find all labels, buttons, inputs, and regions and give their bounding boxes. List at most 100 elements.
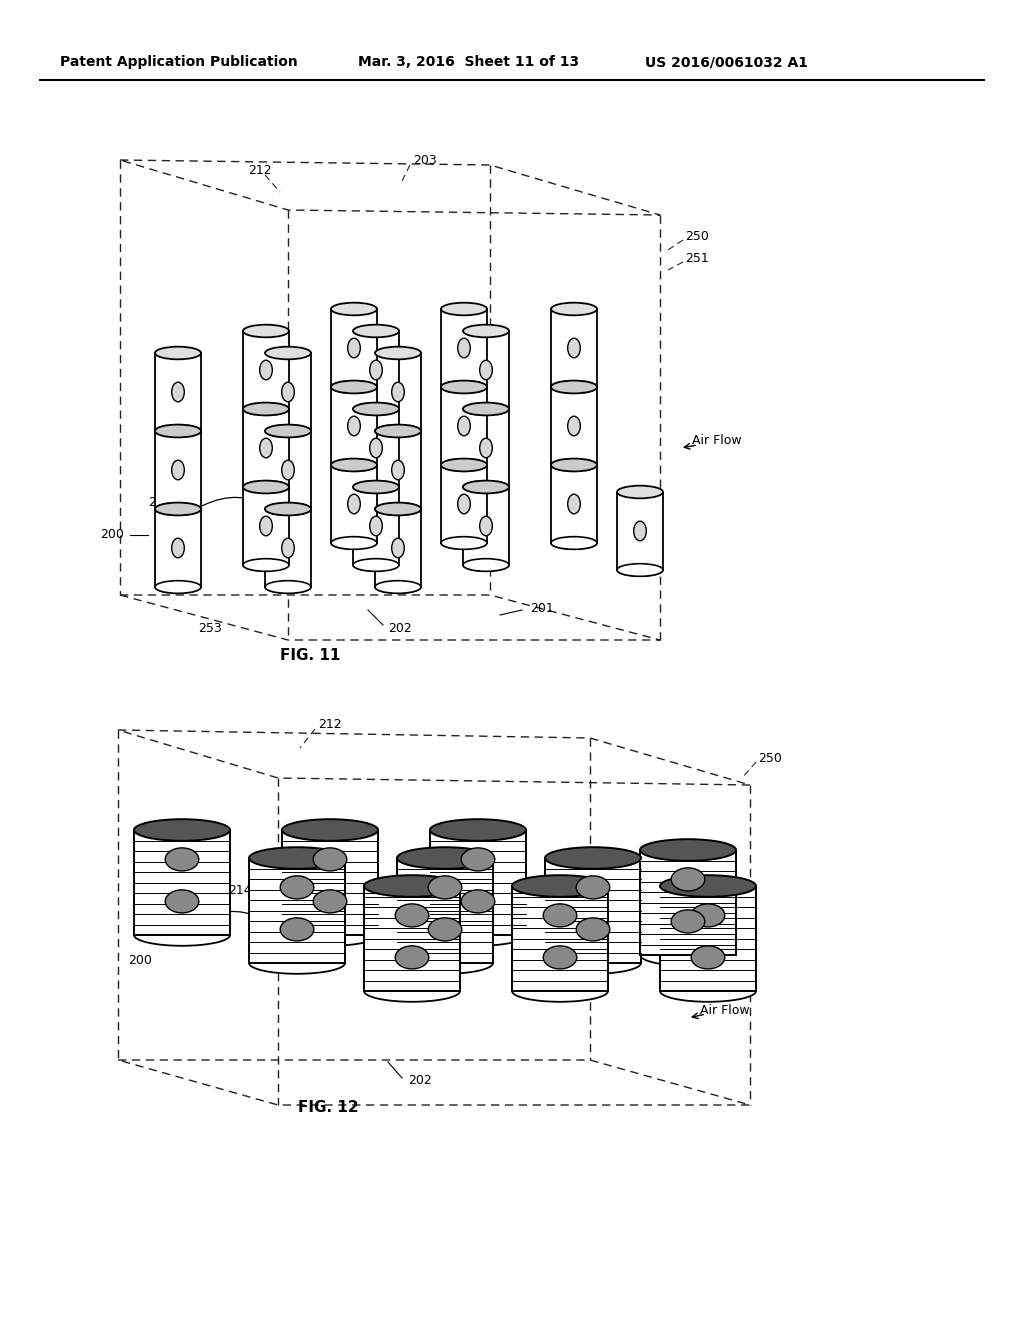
Ellipse shape (353, 403, 399, 416)
Bar (463, 487, 509, 565)
Ellipse shape (391, 383, 404, 401)
Ellipse shape (441, 380, 487, 393)
Ellipse shape (265, 503, 311, 515)
Ellipse shape (463, 403, 509, 416)
Bar (463, 409, 509, 487)
Ellipse shape (545, 847, 641, 869)
Bar (441, 387, 487, 465)
Ellipse shape (265, 347, 311, 359)
Ellipse shape (282, 820, 378, 841)
Bar (155, 432, 201, 510)
Text: Air Flow: Air Flow (700, 1003, 750, 1016)
Bar (375, 352, 421, 432)
Bar (441, 465, 487, 543)
Ellipse shape (441, 458, 487, 471)
Ellipse shape (375, 425, 421, 437)
Ellipse shape (428, 876, 462, 899)
Ellipse shape (353, 403, 399, 416)
Ellipse shape (463, 403, 509, 416)
Ellipse shape (260, 516, 272, 536)
Ellipse shape (463, 558, 509, 572)
Ellipse shape (243, 480, 289, 494)
Ellipse shape (375, 347, 421, 359)
Ellipse shape (479, 438, 493, 458)
Ellipse shape (364, 981, 460, 1002)
Ellipse shape (364, 875, 460, 896)
Ellipse shape (461, 890, 495, 913)
Ellipse shape (397, 847, 493, 869)
Text: FIG. 11: FIG. 11 (280, 648, 340, 663)
Ellipse shape (155, 581, 201, 593)
Ellipse shape (331, 302, 377, 315)
Ellipse shape (463, 480, 509, 494)
Text: 251: 251 (685, 252, 709, 264)
Text: 250: 250 (758, 751, 782, 764)
Bar (617, 492, 663, 570)
Ellipse shape (463, 480, 509, 494)
Bar (282, 830, 378, 935)
Text: Mar. 3, 2016  Sheet 11 of 13: Mar. 3, 2016 Sheet 11 of 13 (358, 55, 580, 69)
Ellipse shape (331, 458, 377, 471)
Ellipse shape (691, 904, 725, 927)
Ellipse shape (463, 480, 509, 494)
Ellipse shape (155, 503, 201, 515)
Ellipse shape (441, 458, 487, 471)
Ellipse shape (165, 847, 199, 871)
Ellipse shape (331, 380, 377, 393)
Ellipse shape (155, 425, 201, 437)
Ellipse shape (353, 558, 399, 572)
Ellipse shape (134, 820, 230, 841)
Ellipse shape (577, 917, 610, 941)
Ellipse shape (545, 952, 641, 974)
Ellipse shape (551, 380, 597, 393)
Ellipse shape (463, 403, 509, 416)
Ellipse shape (243, 403, 289, 416)
Ellipse shape (353, 403, 399, 416)
Bar (551, 465, 597, 543)
Bar (430, 830, 526, 935)
Ellipse shape (331, 380, 377, 393)
Ellipse shape (249, 847, 345, 869)
Bar (265, 352, 311, 432)
Ellipse shape (265, 425, 311, 437)
Ellipse shape (458, 494, 470, 513)
Ellipse shape (313, 890, 347, 913)
Ellipse shape (397, 952, 493, 974)
Ellipse shape (375, 503, 421, 515)
Ellipse shape (634, 521, 646, 541)
Ellipse shape (370, 516, 382, 536)
Ellipse shape (281, 917, 313, 941)
Ellipse shape (441, 458, 487, 471)
Ellipse shape (441, 380, 487, 393)
Ellipse shape (567, 416, 581, 436)
Ellipse shape (441, 537, 487, 549)
Ellipse shape (155, 503, 201, 515)
Ellipse shape (551, 537, 597, 549)
Bar (265, 510, 311, 587)
Ellipse shape (265, 581, 311, 593)
Ellipse shape (260, 438, 272, 458)
Text: 212: 212 (318, 718, 342, 731)
Bar (155, 352, 201, 432)
Ellipse shape (165, 890, 199, 913)
Ellipse shape (243, 403, 289, 416)
Ellipse shape (353, 480, 399, 494)
Ellipse shape (551, 380, 597, 393)
Ellipse shape (265, 503, 311, 515)
Text: 212: 212 (248, 165, 271, 177)
Bar (243, 409, 289, 487)
Ellipse shape (375, 581, 421, 593)
Ellipse shape (551, 458, 597, 471)
Ellipse shape (155, 581, 201, 593)
Ellipse shape (479, 360, 493, 380)
Ellipse shape (155, 347, 201, 359)
Text: 250: 250 (685, 230, 709, 243)
Ellipse shape (370, 438, 382, 458)
Bar (331, 387, 377, 465)
Ellipse shape (249, 952, 345, 974)
Ellipse shape (172, 461, 184, 479)
Ellipse shape (551, 302, 597, 315)
Ellipse shape (428, 917, 462, 941)
Text: FIG. 12: FIG. 12 (298, 1101, 358, 1115)
Ellipse shape (265, 425, 311, 437)
